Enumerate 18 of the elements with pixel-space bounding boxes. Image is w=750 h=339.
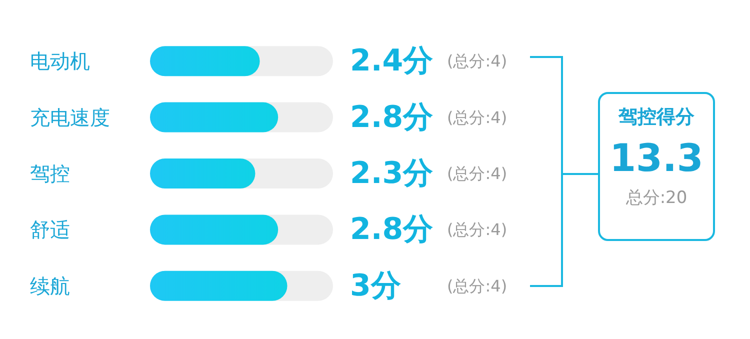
data-label: 2.4分 xyxy=(350,44,434,79)
text: (总分:4) xyxy=(447,220,508,240)
data-label: 2.8分 xyxy=(350,100,434,135)
text: 13.3 xyxy=(608,135,704,182)
data-label: 3分 xyxy=(350,268,401,304)
data-label: 2.8分 xyxy=(350,212,434,248)
text: 驾控得分 xyxy=(617,105,696,130)
y-tick-label: 舒适 xyxy=(30,218,70,242)
text: (总分:4) xyxy=(447,276,508,296)
text: 总分:20 xyxy=(624,187,688,209)
y-tick-label: 电动机 xyxy=(30,49,90,74)
y-tick-label: 充电速度 xyxy=(30,105,110,130)
text: (总分:4) xyxy=(447,108,508,127)
text: (总分:4) xyxy=(447,52,508,71)
text: (总分:4) xyxy=(447,164,508,183)
y-tick-label: 驾控 xyxy=(30,162,70,186)
y-tick-label: 续航 xyxy=(30,274,70,298)
data-label: 2.3分 xyxy=(350,156,434,191)
